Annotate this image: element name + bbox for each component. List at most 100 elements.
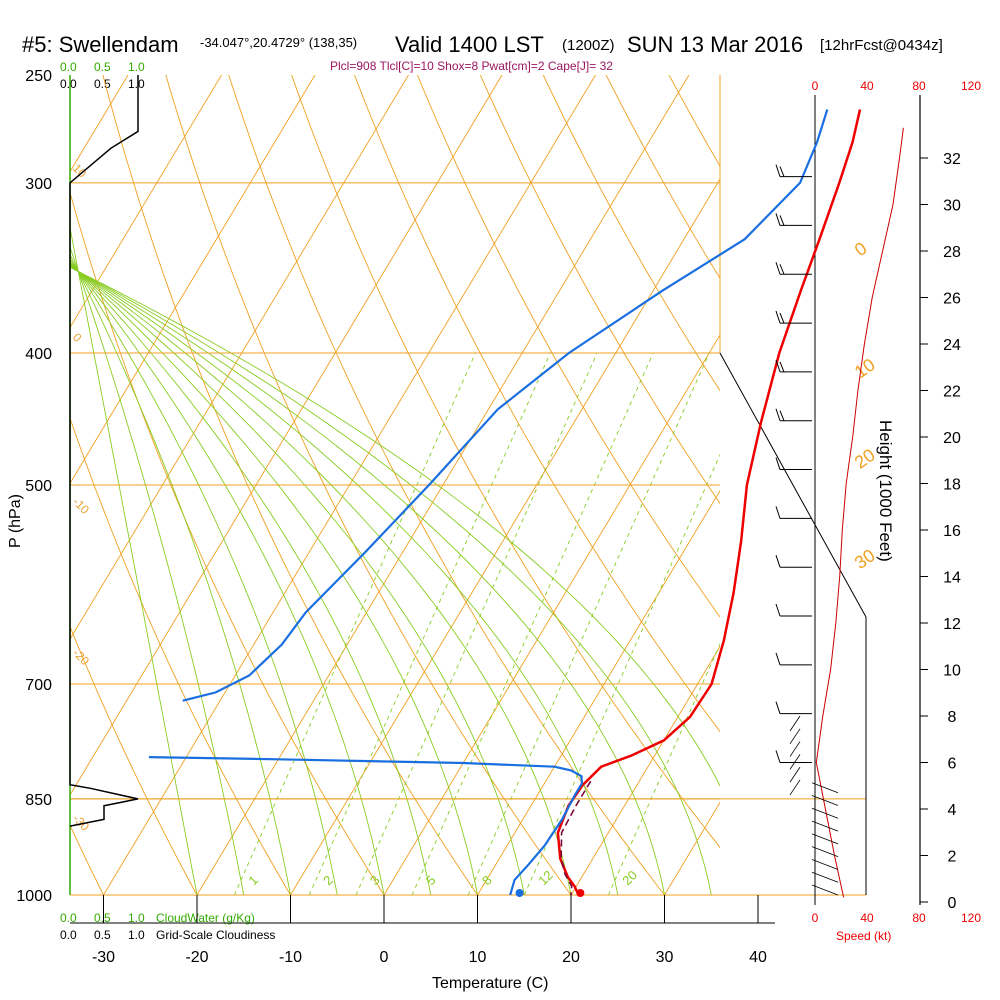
- sounding-stats: Plcl=908 Tlcl[C]=10 Shox=8 Pwat[cm]=2 Ca…: [330, 59, 613, 73]
- valid-zulu: (1200Z): [562, 37, 615, 54]
- speed-tick-label-bottom: 0: [812, 911, 819, 925]
- isotherm-line: [70, 75, 222, 329]
- height-tick-label: 0: [948, 895, 957, 912]
- wind-barb: [789, 741, 801, 757]
- forecast-info: [12hrFcst@0434z]: [820, 37, 943, 54]
- height-tick-label: 28: [943, 244, 961, 261]
- cloudwater-scale-top: 0.0 0.5 1.0: [60, 60, 145, 74]
- mixing-ratio-label: 1: [245, 872, 261, 888]
- dry-adiabat-label: 30: [851, 545, 879, 573]
- dry-adiabat-line: [70, 625, 198, 895]
- moist-adiabat-line: [70, 262, 432, 895]
- wind-barb: [811, 871, 839, 883]
- speed-tick-label-top: 0: [812, 79, 819, 93]
- cloudiness-top-0: 0.0: [60, 77, 77, 91]
- cloudiness-legend: Grid-Scale Cloudiness: [156, 928, 275, 942]
- valid-time: Valid 1400 LST: [395, 32, 544, 57]
- speed-axis-title: Speed (kt): [836, 929, 891, 943]
- cloudiness-bottom-0: 0.0: [60, 928, 77, 942]
- x-tick-label: 20: [562, 949, 580, 966]
- wind-barb-flag: [775, 457, 781, 470]
- pressure-tick-label: 500: [25, 478, 52, 495]
- wind-barb: [811, 859, 839, 870]
- wind-barb: [789, 766, 801, 783]
- hodo-boundary-line: [719, 352, 867, 895]
- y-axis-title: P (hPa): [7, 494, 24, 548]
- series-line-parcel: [560, 780, 592, 896]
- x-tick-label: 40: [749, 949, 767, 966]
- wind-barb-flag: [775, 506, 781, 519]
- height-tick-label: 16: [943, 523, 961, 540]
- height-tick-label: 24: [943, 337, 961, 354]
- cloudwater-top-2: 1.0: [128, 60, 145, 74]
- wind-barb-flag: [775, 408, 781, 421]
- mixing-ratio-line: [308, 352, 551, 895]
- wind-speed-profile: [815, 127, 904, 898]
- speed-tick-label-top: 120: [961, 79, 981, 93]
- speed-tick-label-bottom: 120: [961, 911, 981, 925]
- height-axis-title: Height (1000 Feet): [876, 420, 895, 562]
- cloudiness-profile: [69, 75, 139, 827]
- dry-adiabat-line: [228, 75, 665, 895]
- wind-barb-flag: [775, 603, 781, 617]
- cloudwater-bottom-2: 1.0: [128, 911, 145, 925]
- mixing-ratio-label: 8: [479, 872, 495, 888]
- moist-adiabat-line: [70, 265, 619, 895]
- height-tick-label: 32: [943, 151, 961, 168]
- pressure-tick-label: 300: [25, 176, 52, 193]
- height-tick-label: 6: [948, 756, 957, 773]
- cloudiness-bottom-2: 1.0: [128, 928, 145, 942]
- wind-barb-flag: [779, 361, 785, 373]
- mixing-ratio-line: [467, 352, 710, 895]
- speed-tick-label-bottom: 40: [860, 911, 874, 925]
- height-tick-label: 14: [943, 570, 961, 587]
- dry-adiabat-line: [70, 416, 291, 895]
- speed-tick-label-top: 80: [912, 79, 926, 93]
- cloudwater-legend: CloudWater (g/Kg): [156, 911, 255, 925]
- cloudwater-bottom-1: 0.5: [94, 911, 111, 925]
- dry-adiabat-label: 20: [851, 445, 879, 473]
- cloudwater-top-0: 0.0: [60, 60, 77, 74]
- moist-adiabat-line: [70, 263, 478, 895]
- wind-barb: [789, 715, 801, 732]
- cloudiness-top-2: 1.0: [128, 77, 145, 91]
- isotherm-line: [477, 489, 720, 895]
- moist-adiabat-label: 10: [70, 161, 90, 181]
- wind-barb-flag: [775, 359, 781, 373]
- moist-adiabat-line: [70, 266, 720, 787]
- cloudiness-top-1: 0.5: [94, 77, 111, 91]
- cloudiness-scale-bottom: 0.0 0.5 1.0 Grid-Scale Cloudiness: [60, 928, 275, 942]
- pressure-tick-label: 400: [25, 346, 52, 363]
- height-tick-label: 30: [943, 198, 961, 215]
- height-tick-label: 12: [943, 616, 961, 633]
- series-line-temperature: [556, 109, 862, 896]
- cloudiness-scale-top: 0.0 0.5 1.0: [60, 77, 145, 91]
- height-tick-label: 2: [948, 849, 957, 866]
- dry-adiabat-label: 10: [851, 354, 879, 382]
- speed-tick-label-top: 40: [860, 79, 874, 93]
- cloudiness-bottom-1: 0.5: [94, 928, 111, 942]
- height-tick-label: 20: [943, 430, 961, 447]
- wind-barb-flag: [779, 264, 785, 275]
- wind-barb: [811, 820, 839, 832]
- moist-adiabat-line: [70, 253, 291, 895]
- sounding-series: [69, 75, 904, 898]
- wind-barb-flag: [775, 750, 781, 763]
- moist-adiabat-line: [70, 260, 385, 895]
- pressure-tick-label: 700: [25, 677, 52, 694]
- moist-adiabat-line: [70, 225, 198, 895]
- x-tick-label: -30: [92, 949, 115, 966]
- mixing-ratio-line: [411, 352, 654, 895]
- moist-adiabat-label: -10: [70, 495, 92, 517]
- x-tick-label: -20: [185, 949, 208, 966]
- height-tick-label: 10: [943, 663, 961, 680]
- wind-barb-flag: [779, 410, 785, 421]
- surface-dewpoint-dot: [515, 889, 524, 897]
- cloudwater-bottom-0: 0.0: [60, 911, 77, 925]
- pressure-tick-label: 1000: [16, 888, 52, 905]
- dry-adiabat-line: [479, 75, 720, 505]
- moist-adiabat-line: [70, 265, 572, 895]
- series-line-dewpoint: [182, 109, 829, 702]
- x-tick-label: 0: [380, 949, 389, 966]
